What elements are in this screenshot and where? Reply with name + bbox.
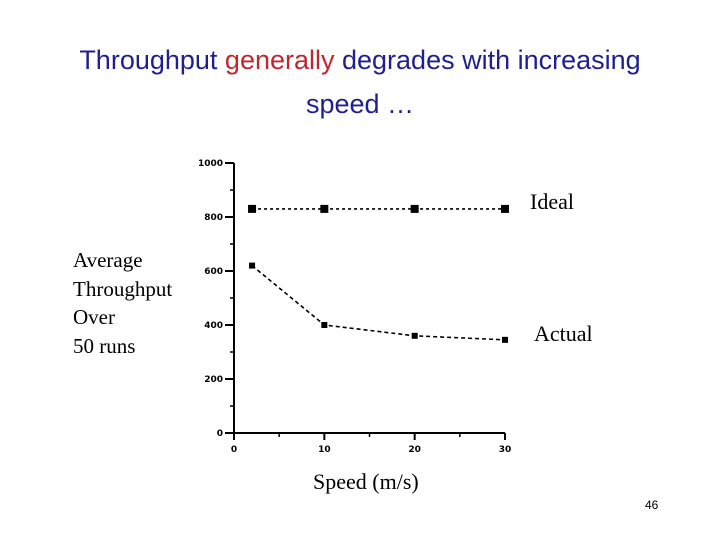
data-point-actual bbox=[249, 262, 256, 269]
y-axis-label-line: Over bbox=[73, 305, 115, 329]
series-line-actual bbox=[251, 264, 506, 341]
y-tick-label: 0 bbox=[217, 429, 223, 439]
y-axis-label-line: Average bbox=[73, 248, 143, 272]
data-point-ideal bbox=[248, 204, 257, 213]
y-tick-label: 1000 bbox=[198, 159, 223, 169]
x-tick-label: 20 bbox=[408, 445, 421, 455]
title-part2: degrades with increasing bbox=[334, 45, 641, 75]
data-point-ideal bbox=[410, 204, 419, 213]
title-highlight: generally bbox=[224, 45, 335, 75]
x-tick-label: 0 bbox=[231, 445, 237, 455]
data-point-actual bbox=[502, 336, 508, 343]
title-line2: speed … bbox=[305, 89, 415, 119]
data-point-ideal bbox=[501, 204, 509, 213]
slide-title: Throughput generally degrades with incre… bbox=[0, 38, 720, 126]
y-axis-label-line: 50 runs bbox=[73, 333, 136, 358]
y-tick-label: 800 bbox=[204, 213, 223, 223]
data-point-actual bbox=[411, 332, 418, 339]
data-point-ideal bbox=[320, 204, 329, 213]
x-tick-label: 30 bbox=[499, 445, 512, 455]
y-tick-label: 200 bbox=[204, 375, 223, 385]
x-tick-label: 10 bbox=[318, 445, 331, 455]
data-point-actual bbox=[321, 322, 328, 328]
y-axis-label-line: Throughput bbox=[73, 276, 173, 301]
x-axis-label: Speed (m/s) bbox=[313, 469, 419, 494]
series-label-actual: Actual bbox=[534, 321, 593, 346]
y-tick-label: 400 bbox=[204, 321, 223, 331]
page-number: 46 bbox=[645, 498, 659, 512]
y-tick-label: 600 bbox=[204, 267, 223, 277]
y-axis-label: Average Throughput Over 50 runs bbox=[73, 246, 172, 360]
title-part1: Throughput bbox=[79, 45, 225, 75]
series-label-ideal: Ideal bbox=[530, 189, 574, 214]
